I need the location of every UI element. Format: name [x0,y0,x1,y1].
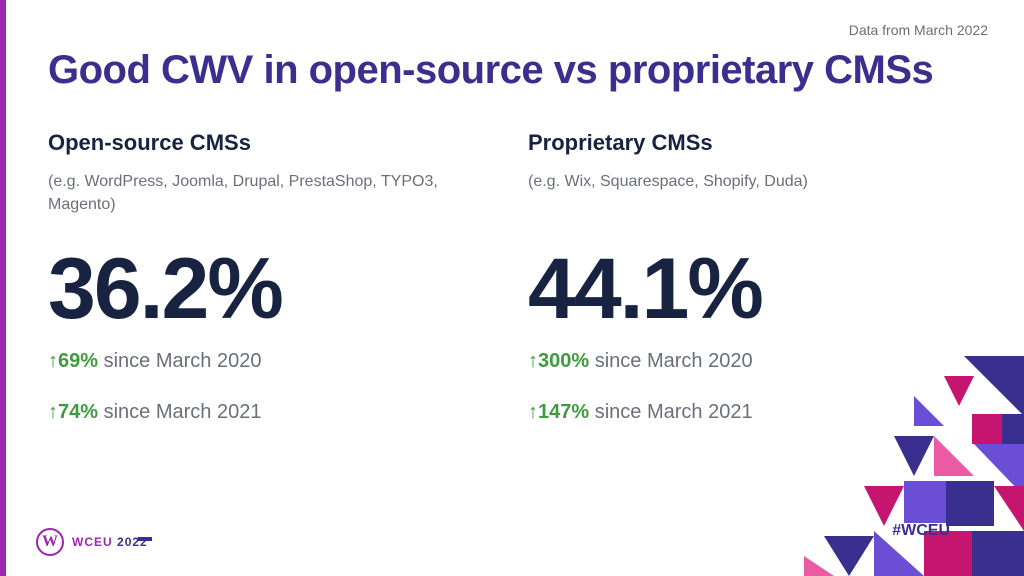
wordpress-logo-icon: W [36,528,64,556]
delta-value: 69% [58,350,98,372]
column-heading: Proprietary CMSs [528,130,968,156]
column-subtitle: (e.g. WordPress, Joomla, Drupal, PrestaS… [48,170,488,218]
delta-since: since March 2020 [104,350,262,372]
column-open-source: Open-source CMSs (e.g. WordPress, Joomla… [48,130,488,452]
big-percentage: 36.2% [48,246,488,332]
delta-value: 74% [58,401,98,423]
delta-value: 300% [538,350,589,372]
footer-dash-icon [138,537,152,541]
data-source-meta: Data from March 2022 [849,22,988,38]
columns-container: Open-source CMSs (e.g. WordPress, Joomla… [48,130,968,452]
delta-row: ↑300% since March 2020 [528,350,968,373]
footer-label: WCEU 2022 [72,535,148,549]
big-percentage: 44.1% [528,246,968,332]
arrow-up-icon: ↑ [48,401,58,423]
column-heading: Open-source CMSs [48,130,488,156]
accent-bar [0,0,6,576]
delta-since: since March 2020 [595,350,753,372]
page-title: Good CWV in open-source vs proprietary C… [48,48,933,93]
column-proprietary: Proprietary CMSs (e.g. Wix, Squarespace,… [528,130,968,452]
delta-since: since March 2021 [595,401,753,423]
hashtag-badge: #WCEU [892,522,950,540]
delta-since: since March 2021 [104,401,262,423]
footer-label-prefix: WCEU [72,535,113,549]
delta-value: 147% [538,401,589,423]
delta-row: ↑74% since March 2021 [48,401,488,424]
delta-row: ↑147% since March 2021 [528,401,968,424]
arrow-up-icon: ↑ [48,350,58,372]
footer-branding: W WCEU 2022 [36,528,148,556]
delta-row: ↑69% since March 2020 [48,350,488,373]
logo-glyph: W [42,533,58,551]
arrow-up-icon: ↑ [528,401,538,423]
column-subtitle: (e.g. Wix, Squarespace, Shopify, Duda) [528,170,968,218]
arrow-up-icon: ↑ [528,350,538,372]
